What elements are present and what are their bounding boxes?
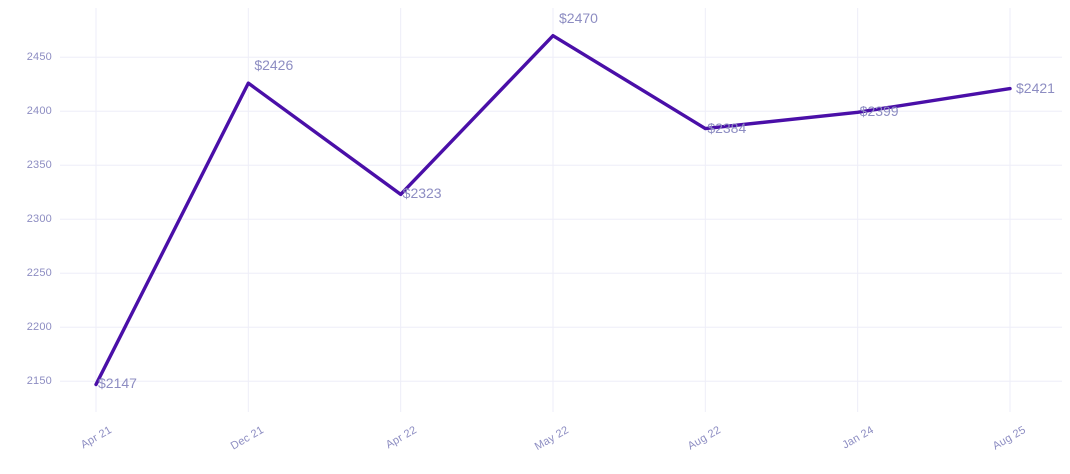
data-point-label: $2470: [559, 9, 598, 26]
y-tick-label: 2450: [26, 51, 52, 64]
data-point-label: $2147: [98, 375, 137, 392]
series-line-0: [94, 33, 1012, 387]
y-tick-label: 2250: [26, 267, 52, 280]
x-gridlines: [95, 8, 1011, 412]
data-point-label: $2384: [707, 119, 747, 136]
data-point-label: $2421: [1016, 79, 1055, 96]
y-tick-label: 2150: [26, 375, 52, 388]
y-tick-label: 2400: [26, 105, 52, 118]
y-tick-label: 2300: [26, 213, 52, 226]
y-tick-label: 2350: [26, 159, 52, 172]
y-tick-label: 2200: [26, 321, 52, 334]
data-point-label: $2399: [859, 103, 899, 120]
data-point-label: $2323: [402, 185, 442, 202]
data-point-label: $2426: [254, 57, 294, 74]
y-gridlines: [60, 56, 1062, 382]
